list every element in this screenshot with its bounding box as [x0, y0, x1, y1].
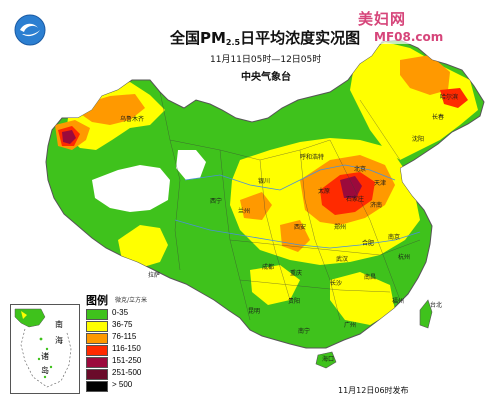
city-label-xining: 西宁 — [210, 198, 223, 205]
inset-label-4: 岛 — [41, 366, 49, 375]
city-label-fuzhou: 福州 — [392, 298, 405, 305]
city-label-hohhot: 呼和浩特 — [300, 154, 325, 161]
legend-label: 251-500 — [112, 368, 142, 377]
city-label-beijing: 北京 — [354, 166, 367, 173]
city-label-jinan: 济南 — [370, 202, 383, 209]
city-label-nanning: 南宁 — [298, 328, 311, 335]
time-period: 11月11日05时—12日05时 — [210, 55, 322, 65]
inset-label-3: 诸 — [41, 352, 49, 361]
legend-label: 36-75 — [112, 320, 133, 329]
title-subscript: 2.5 — [225, 38, 241, 47]
city-label-lhasa: 拉萨 — [148, 272, 161, 279]
zone-nodata-tarim — [92, 165, 170, 212]
city-label-urumqi: 乌鲁木齐 — [120, 116, 145, 123]
city-label-harbin: 哈尔滨 — [440, 94, 459, 101]
city-label-lanzhou: 兰州 — [238, 208, 251, 215]
legend-item: 116-150 — [86, 344, 166, 356]
city-label-yinchuan: 银川 — [258, 178, 271, 185]
legend-swatch — [86, 345, 108, 356]
watermark-site: MF08.com — [372, 30, 446, 44]
city-label-nanchang: 南昌 — [364, 274, 377, 281]
city-label-guangzhou: 广州 — [344, 322, 357, 329]
legend-label: 76-115 — [112, 332, 137, 341]
legend-swatch — [86, 357, 108, 368]
city-label-nanjing: 南京 — [388, 234, 401, 241]
city-label-zhengzhou: 郑州 — [334, 224, 347, 231]
zone-tibet-south — [118, 225, 168, 268]
legend-item: 36-75 — [86, 320, 166, 332]
legend-swatch — [86, 369, 108, 380]
zone-harbin-red — [440, 88, 468, 108]
city-label-guiyang: 贵阳 — [288, 298, 301, 305]
city-label-hangzhou: 杭州 — [398, 254, 411, 261]
legend-item: 151-250 — [86, 356, 166, 368]
legend-label: 116-150 — [112, 344, 141, 353]
city-label-xian: 西安 — [294, 224, 307, 231]
hainan-shape — [315, 351, 337, 369]
legend-title: 图例 — [86, 294, 108, 307]
zone-sichuan-orange — [280, 220, 310, 252]
zone-southeast — [330, 272, 395, 325]
release-time: 11月12日06时发布 — [338, 386, 409, 395]
legend-item: 76-115 — [86, 332, 166, 344]
city-label-taiyuan: 太原 — [318, 188, 331, 195]
city-label-wuhan: 武汉 — [336, 256, 349, 263]
zone-sichuan-yunnan — [250, 265, 300, 305]
city-label-changsha: 长沙 — [330, 280, 343, 287]
legend-label: 0-35 — [112, 308, 129, 317]
city-label-taipei: 台北 — [430, 302, 443, 309]
city-label-chongqing: 重庆 — [290, 270, 303, 277]
title-tail: 日平均浓度实况图 — [240, 29, 361, 47]
inset-map — [14, 308, 72, 388]
legend-swatch — [86, 321, 108, 332]
legend: 图例 微克/立方米 0-35 36-75 76-115 116-150 151-… — [80, 292, 166, 398]
city-label-hefei: 合肥 — [362, 240, 375, 247]
legend-label: 151-250 — [112, 356, 142, 365]
city-label-haikou: 海口 — [322, 356, 335, 363]
legend-swatch — [86, 333, 108, 344]
cma-weather-logo-icon — [14, 14, 46, 46]
taiwan-shape — [419, 299, 433, 329]
city-label-tianjin: 天津 — [374, 180, 387, 187]
city-label-shenyang: 沈阳 — [412, 136, 425, 143]
zone-nodata-gansu — [176, 150, 206, 180]
legend-swatch — [86, 309, 108, 320]
watermark-name: 美妇网 — [358, 10, 407, 28]
legend-label: > 500 — [112, 380, 133, 389]
province-boundaries — [159, 91, 421, 321]
legend-item: 0-35 — [86, 308, 166, 320]
inset-label-1: 南 — [55, 320, 63, 329]
legend-unit: 微克/立方米 — [115, 297, 148, 304]
title-main: 全国PM — [170, 29, 226, 47]
city-label-chengdu: 成都 — [262, 264, 275, 271]
legend-swatch — [86, 381, 108, 392]
zone-xinjiang-darkred — [62, 130, 76, 144]
zone-northeast-orange — [400, 55, 450, 95]
map-title: 全国PM2.5日平均浓度实况图 — [170, 27, 360, 48]
city-label-kunming: 昆明 — [248, 308, 261, 315]
south-china-sea-inset: 南 海 诸 岛 — [10, 304, 80, 394]
organization: 中央气象台 — [241, 72, 291, 83]
city-label-changchun: 长春 — [432, 114, 445, 121]
legend-item: 251-500 — [86, 368, 166, 380]
inset-label-2: 海 — [55, 336, 63, 345]
rivers — [174, 164, 421, 249]
city-label-shijiazhuang: 石家庄 — [346, 196, 365, 203]
legend-item: > 500 — [86, 380, 166, 392]
